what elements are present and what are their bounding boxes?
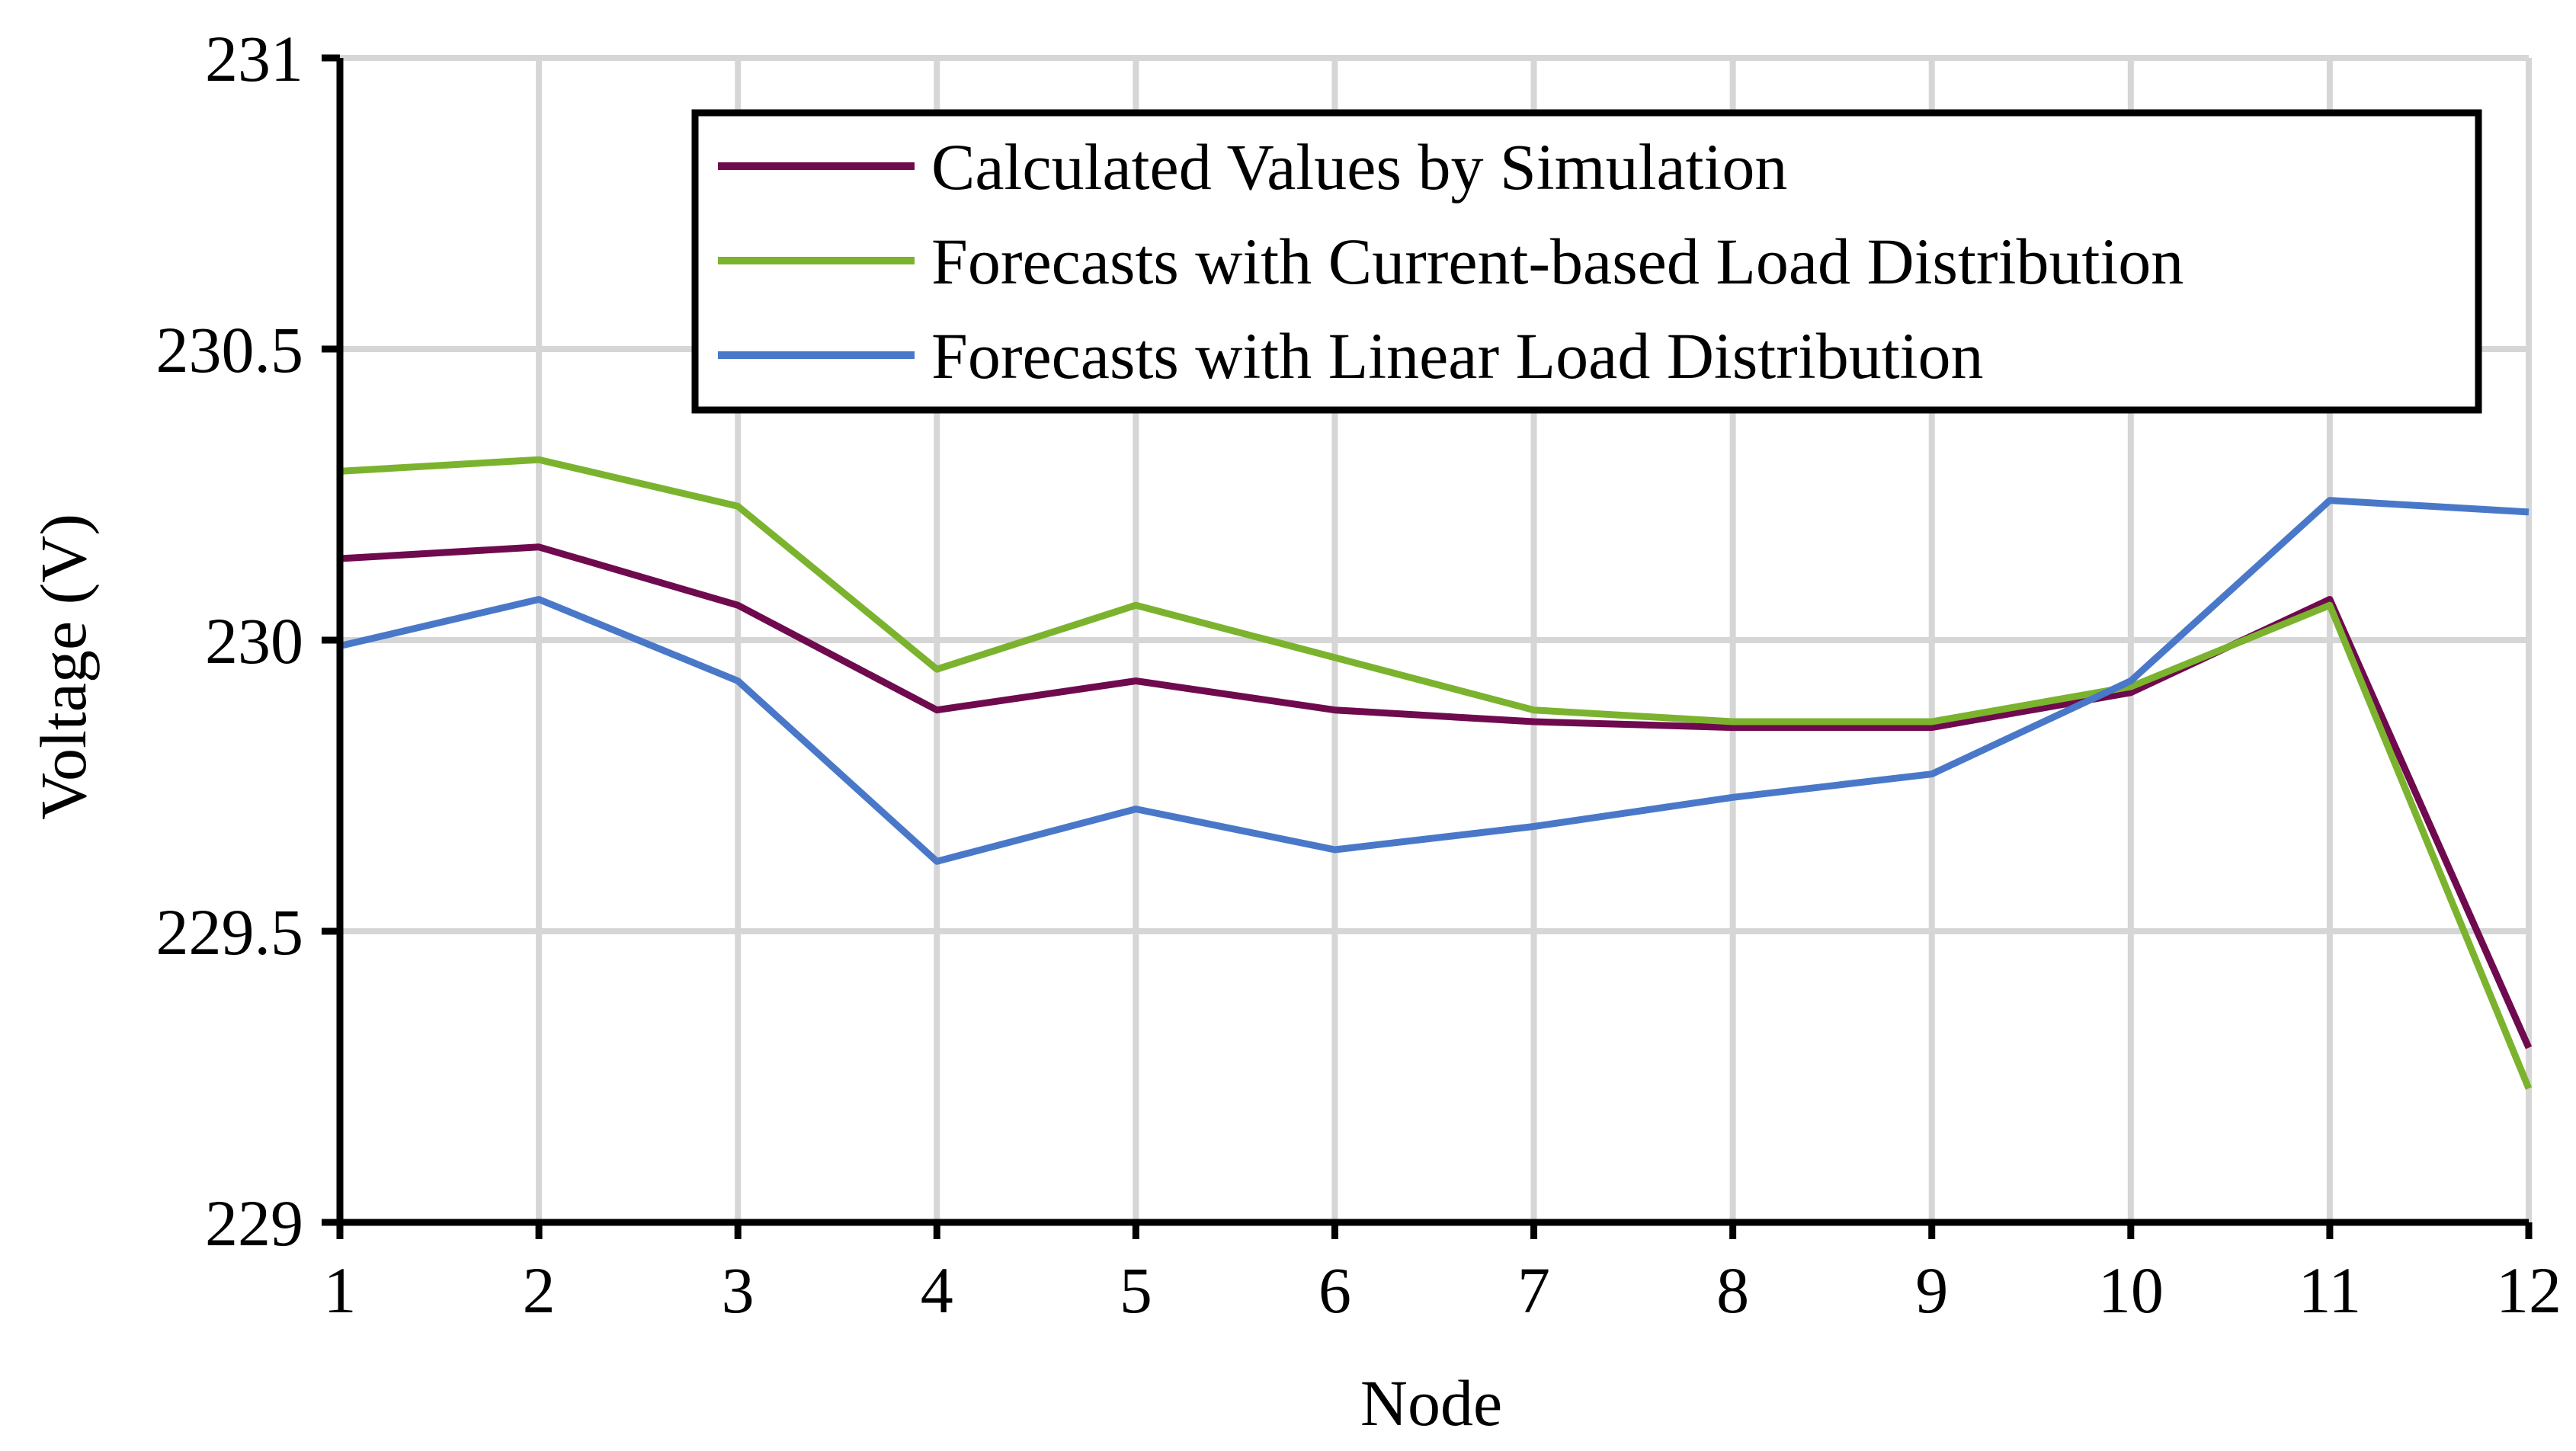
- x-tick-label: 6: [1318, 1254, 1351, 1327]
- x-tick-label: 8: [1716, 1254, 1749, 1327]
- legend-label: Calculated Values by Simulation: [931, 130, 1787, 203]
- legend: Calculated Values by Simulation Forecasts…: [691, 109, 2482, 414]
- y-tick-label: 229: [205, 1187, 303, 1260]
- x-tick-label: 2: [523, 1254, 556, 1327]
- x-axis-title: Node: [1360, 1366, 1502, 1440]
- x-tick-label: 1: [324, 1254, 357, 1327]
- series-lines: [338, 456, 2533, 1091]
- y-tick-label: 229.5: [156, 895, 304, 969]
- legend-box: [691, 109, 2482, 414]
- y-tick-label: 230.5: [156, 313, 304, 386]
- legend-label: Forecasts with Linear Load Distribution: [931, 319, 1984, 392]
- tick-marks: [322, 54, 2533, 1239]
- x-tick-label: 9: [1915, 1254, 1948, 1327]
- series-line-3: [338, 497, 2530, 865]
- x-tick-label: 5: [1120, 1254, 1152, 1327]
- y-tick-label: 230: [205, 604, 303, 677]
- x-tick-label: 11: [2299, 1254, 2362, 1327]
- x-tick-label: 3: [722, 1254, 755, 1327]
- legend-items: Calculated Values by Simulation Forecasts…: [718, 130, 2184, 392]
- series-line-2: [339, 456, 2533, 1091]
- series-line-1: [339, 543, 2533, 1049]
- y-axis-title: Voltage (V): [27, 514, 100, 820]
- legend-label: Forecasts with Current-based Load Distri…: [931, 225, 2184, 298]
- x-tick-label: 12: [2496, 1254, 2562, 1327]
- x-tick-label: 7: [1517, 1254, 1550, 1327]
- x-tick-label: 4: [921, 1254, 953, 1327]
- x-tick-label: 10: [2098, 1254, 2164, 1327]
- y-tick-label: 231: [205, 22, 303, 95]
